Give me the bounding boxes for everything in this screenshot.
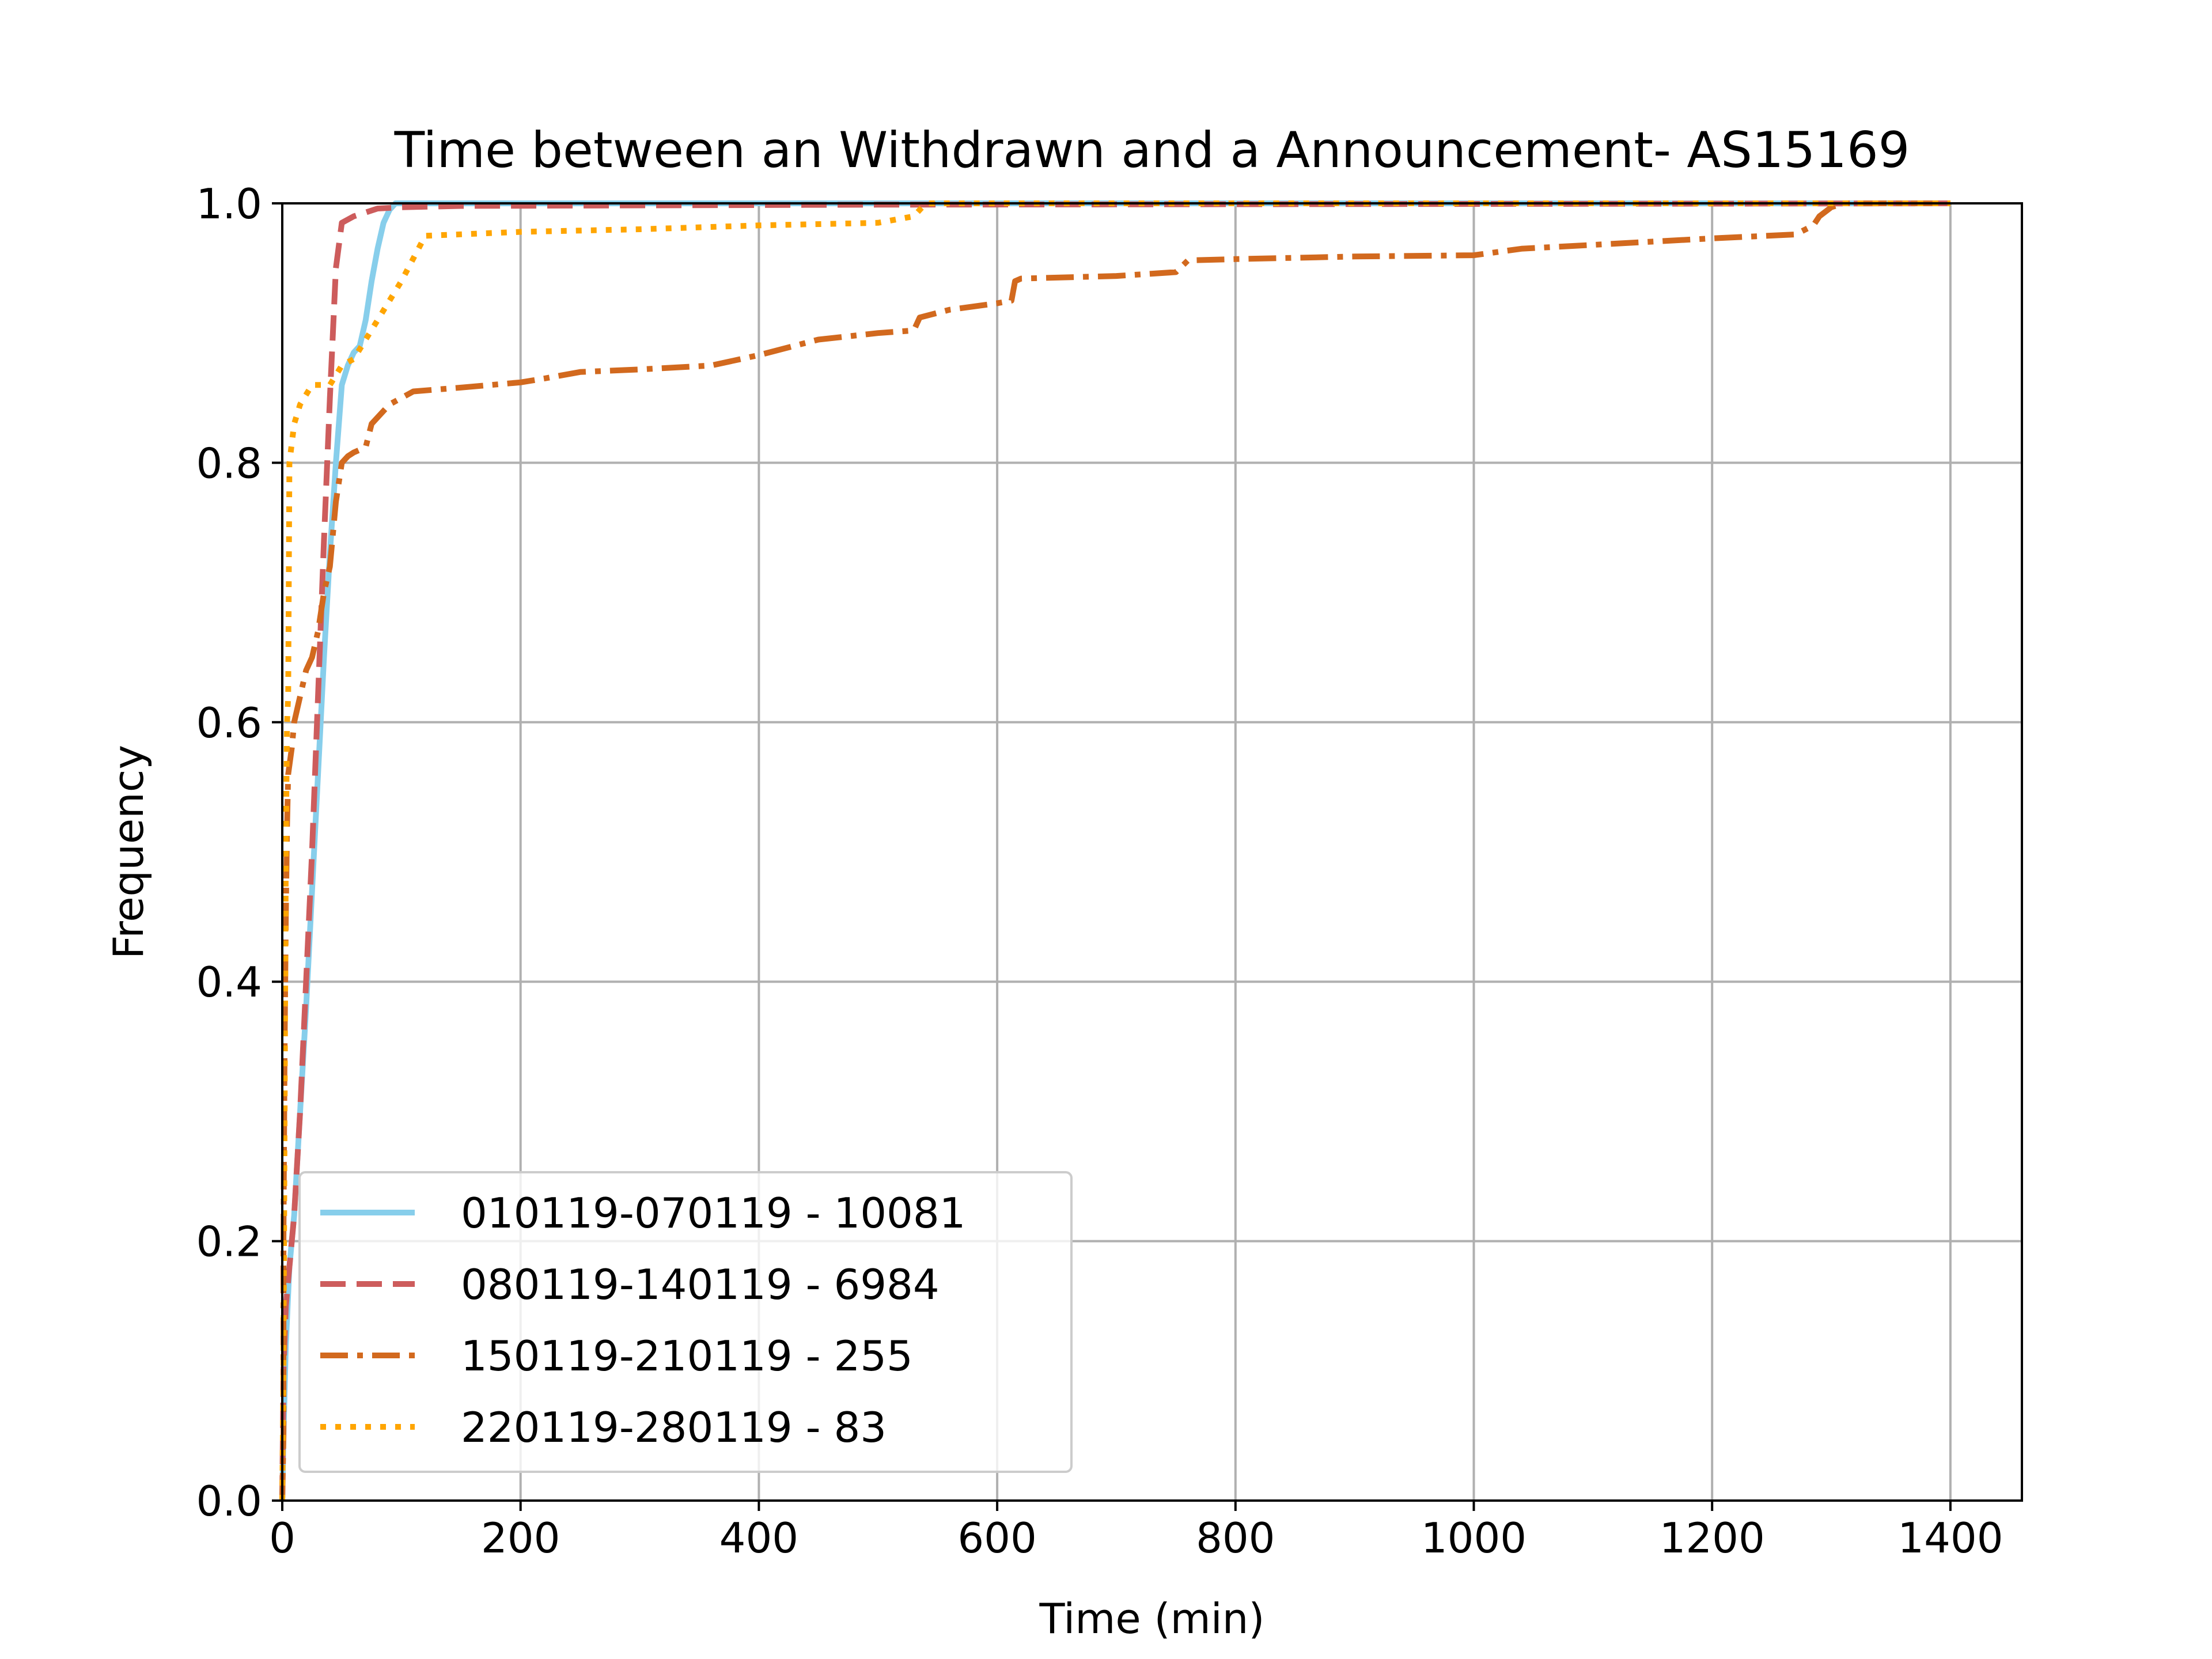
legend-label-1: 010119-070119 - 10081 xyxy=(461,1189,965,1237)
chart-title: Time between an Withdrawn and a Announce… xyxy=(394,122,1910,179)
y-axis-label: Frequency xyxy=(104,745,153,959)
legend: 010119-070119 - 10081 080119-140119 - 698… xyxy=(298,1171,1073,1473)
axis-ticks: 0 200 400 600 800 1000 1200 1400 0.0 0.2 0.4 0.6 0.8… xyxy=(196,180,2003,1562)
y-tick-label: 1.0 xyxy=(196,180,262,228)
series-line-4 xyxy=(279,200,1950,1501)
y-tick-label: 0.2 xyxy=(196,1218,262,1266)
series-line-3 xyxy=(279,200,1950,1501)
plot-lines xyxy=(279,200,1950,1501)
legend-label-2: 080119-140119 - 6984 xyxy=(461,1260,940,1309)
x-tick-label: 1200 xyxy=(1660,1514,1765,1562)
x-tick-label: 0 xyxy=(269,1514,296,1562)
legend-box xyxy=(298,1171,1073,1473)
x-tick-label: 1000 xyxy=(1421,1514,1527,1562)
y-tick-label: 0.4 xyxy=(196,958,262,1006)
legend-label-4: 220119-280119 - 83 xyxy=(461,1403,887,1452)
series-line-2 xyxy=(279,200,1950,1501)
x-axis-label: Time (min) xyxy=(1039,1594,1264,1643)
axes-frame xyxy=(281,202,2023,1502)
x-tick-label: 200 xyxy=(481,1514,560,1562)
x-tick-label: 600 xyxy=(957,1514,1036,1562)
y-tick-label: 0.6 xyxy=(196,699,262,747)
y-tick-label: 0.8 xyxy=(196,439,262,487)
x-tick-label: 1400 xyxy=(1897,1514,2003,1562)
legend-label-3: 150119-210119 - 255 xyxy=(461,1332,913,1380)
x-tick-label: 400 xyxy=(719,1514,798,1562)
y-tick-label: 0.0 xyxy=(196,1477,262,1525)
x-tick-label: 800 xyxy=(1196,1514,1275,1562)
